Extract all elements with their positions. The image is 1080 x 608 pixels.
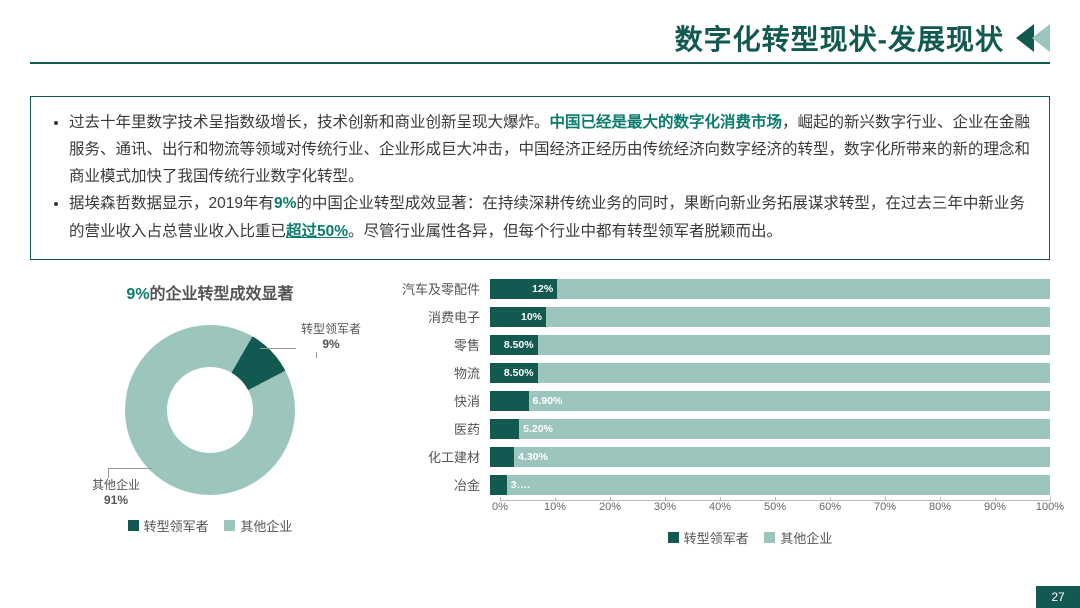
slide-title: 数字化转型现状-发展现状 xyxy=(675,18,1004,58)
page-number: 27 xyxy=(1036,586,1080,608)
legend-swatch xyxy=(764,532,775,543)
text: 据埃森哲数据显示，2019年有 xyxy=(69,195,274,212)
x-tick: 70% xyxy=(874,501,896,513)
bar-fill-lead xyxy=(490,475,507,495)
bar-row: 零售 8.50% xyxy=(400,332,1050,357)
x-tick: 90% xyxy=(984,501,1006,513)
bar-track: 8.50% xyxy=(490,363,1050,383)
callout-leader-line xyxy=(108,468,152,469)
bar-row: 消费电子 10% xyxy=(400,304,1050,329)
bar-category-label: 消费电子 xyxy=(400,307,490,326)
bar-category-label: 化工建材 xyxy=(400,447,490,466)
bar-value-label: 12% xyxy=(532,283,553,295)
x-tick: 20% xyxy=(599,501,621,513)
x-tick: 30% xyxy=(654,501,676,513)
legend-swatch xyxy=(128,520,139,531)
bar-row: 冶金 3…. xyxy=(400,472,1050,497)
x-tick: 80% xyxy=(929,501,951,513)
bar-legend: 转型领军者 其他企业 xyxy=(450,528,1050,547)
text: 。尽管行业属性各异，但每个行业中都有转型领军者脱颖而出。 xyxy=(348,223,782,240)
legend-item: 其他企业 xyxy=(224,516,292,535)
bar-row: 医药 5.20% xyxy=(400,416,1050,441)
bar-row: 化工建材 4.30% xyxy=(400,444,1050,469)
bar-chart-section: 汽车及零配件 12% 消费电子 10% 零售 8.50% 物流 8.50% 快消 6.90% 医药 5… xyxy=(400,276,1050,570)
x-tick: 40% xyxy=(709,501,731,513)
bar-track: 4.30% xyxy=(490,447,1050,467)
legend-label: 其他企业 xyxy=(780,528,832,547)
legend-item: 其他企业 xyxy=(764,528,832,547)
callout-value: 9% xyxy=(296,337,366,352)
donut-callout-leaders: 转型领军者 9% xyxy=(296,322,366,352)
emphasis-text: 中国已经是最大的数字化消费市场 xyxy=(550,114,783,131)
intro-text-box: 过去十年里数字技术呈指数级增长，技术创新和商业创新呈现大爆炸。中国已经是最大的数… xyxy=(30,96,1050,260)
bar-category-label: 汽车及零配件 xyxy=(400,279,490,298)
callout-value: 91% xyxy=(86,493,146,508)
donut-legend: 转型领军者 其他企业 xyxy=(30,516,390,535)
chevron-left-icon xyxy=(1032,24,1050,52)
bar-value-label: 8.50% xyxy=(504,339,534,351)
bar-track: 3…. xyxy=(490,475,1050,495)
emphasis-text: 9% xyxy=(274,195,296,212)
donut-title-text: 的企业转型成效显著 xyxy=(150,286,294,303)
bar-rows: 汽车及零配件 12% 消费电子 10% 零售 8.50% 物流 8.50% 快消 6.90% 医药 5… xyxy=(400,276,1050,497)
bar-row: 物流 8.50% xyxy=(400,360,1050,385)
bar-fill-lead xyxy=(490,419,519,439)
legend-label: 其他企业 xyxy=(240,516,292,535)
bar-value-label: 10% xyxy=(521,311,542,323)
bar-value-label: 8.50% xyxy=(504,367,534,379)
x-tick: 50% xyxy=(764,501,786,513)
bar-row: 汽车及零配件 12% xyxy=(400,276,1050,301)
legend-label: 转型领军者 xyxy=(684,528,749,547)
x-tick: 0% xyxy=(492,501,508,513)
intro-bullet: 过去十年里数字技术呈指数级增长，技术创新和商业创新呈现大爆炸。中国已经是最大的数… xyxy=(69,109,1031,190)
bar-track: 12% xyxy=(490,279,1050,299)
legend-swatch xyxy=(668,532,679,543)
legend-item: 转型领军者 xyxy=(668,528,749,547)
bar-value-label: 5.20% xyxy=(523,423,553,435)
bar-value-label: 6.90% xyxy=(533,395,563,407)
bar-row: 快消 6.90% xyxy=(400,388,1050,413)
bar-category-label: 零售 xyxy=(400,335,490,354)
bar-track: 5.20% xyxy=(490,419,1050,439)
intro-bullet: 据埃森哲数据显示，2019年有9%的中国企业转型成效显著：在持续深耕传统业务的同… xyxy=(69,190,1031,244)
slide: 数字化转型现状-发展现状 过去十年里数字技术呈指数级增长，技术创新和商业创新呈现… xyxy=(0,0,1080,608)
x-tick: 60% xyxy=(819,501,841,513)
legend-item: 转型领军者 xyxy=(128,516,209,535)
donut-title-pct: 9% xyxy=(126,286,149,303)
callout-label: 转型领军者 xyxy=(296,322,366,337)
text: 过去十年里数字技术呈指数级增长，技术创新和商业创新呈现大爆炸。 xyxy=(69,114,550,131)
x-tick: 10% xyxy=(544,501,566,513)
donut-callout-others: 其他企业 91% xyxy=(86,478,146,508)
bar-fill-lead xyxy=(490,391,529,411)
bar-category-label: 快消 xyxy=(400,391,490,410)
legend-label: 转型领军者 xyxy=(144,516,209,535)
bar-track: 6.90% xyxy=(490,391,1050,411)
bar-fill-lead xyxy=(490,447,514,467)
legend-swatch xyxy=(224,520,235,531)
donut-chart: 转型领军者 9% 其他企业 91% xyxy=(100,310,320,510)
bar-track: 10% xyxy=(490,307,1050,327)
emphasis-underline-text: 超过50% xyxy=(286,223,348,240)
donut-ring xyxy=(125,325,295,495)
bar-category-label: 物流 xyxy=(400,363,490,382)
chevron-decor xyxy=(1018,24,1050,52)
bar-track: 8.50% xyxy=(490,335,1050,355)
callout-leader-line xyxy=(108,468,109,478)
slide-header: 数字化转型现状-发展现状 xyxy=(675,18,1050,58)
donut-chart-section: 9%的企业转型成效显著 转型领军者 9% 其他企业 91% 转型领军者 其他企业 xyxy=(30,280,390,535)
donut-title: 9%的企业转型成效显著 xyxy=(30,280,390,304)
bar-category-label: 医药 xyxy=(400,419,490,438)
x-axis: 0%10%20%30%40%50%60%70%80%90%100% xyxy=(500,500,1050,524)
callout-label: 其他企业 xyxy=(86,478,146,493)
bar-category-label: 冶金 xyxy=(400,475,490,494)
header-divider xyxy=(30,62,1050,64)
x-tick: 100% xyxy=(1036,501,1064,513)
bar-value-label: 4.30% xyxy=(518,451,548,463)
bar-value-label: 3…. xyxy=(511,479,530,491)
